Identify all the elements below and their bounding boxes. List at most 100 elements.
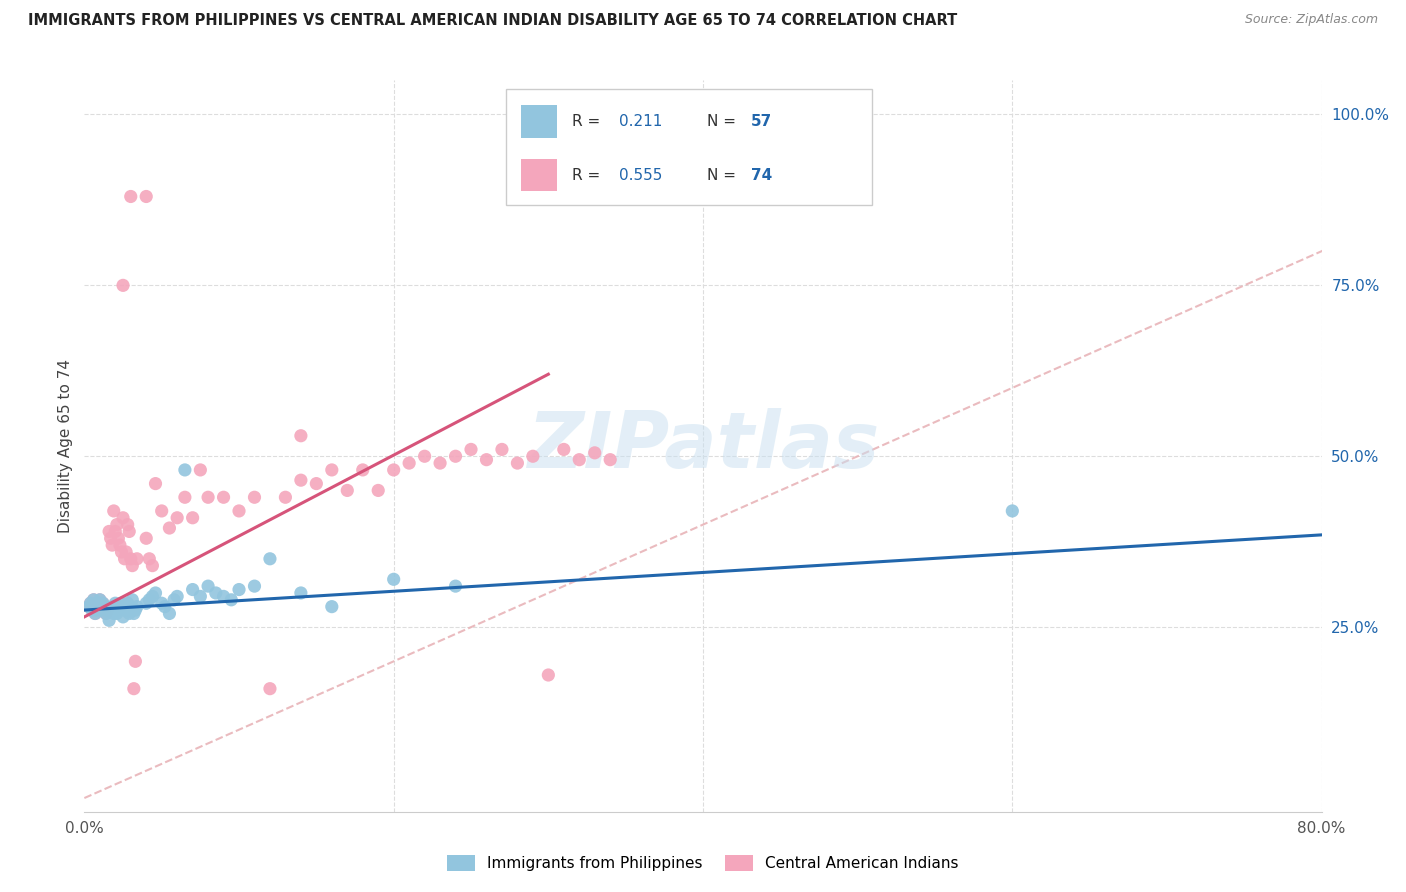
Point: [94, 607, 117, 621]
Point: [87, 599, 110, 614]
Text: 0.555: 0.555: [620, 168, 662, 183]
Point: [141, 590, 163, 604]
Point: [259, 551, 281, 566]
Point: [83, 592, 105, 607]
Point: [108, 538, 131, 552]
Point: [112, 610, 135, 624]
Point: [228, 582, 250, 597]
Point: [122, 607, 145, 621]
FancyBboxPatch shape: [506, 89, 872, 205]
Point: [429, 456, 451, 470]
Point: [110, 545, 132, 559]
Point: [112, 278, 135, 293]
Point: [553, 442, 575, 457]
Point: [121, 558, 143, 573]
Point: [94, 607, 117, 621]
Point: [150, 504, 173, 518]
Point: [114, 551, 136, 566]
Point: [93, 599, 115, 614]
Point: [583, 446, 606, 460]
Point: [398, 456, 420, 470]
Point: [84, 607, 107, 621]
Y-axis label: Disability Age 65 to 74: Disability Age 65 to 74: [58, 359, 73, 533]
Point: [112, 510, 135, 524]
Point: [181, 582, 204, 597]
Text: 74: 74: [751, 168, 772, 183]
Point: [120, 189, 142, 203]
Point: [367, 483, 389, 498]
Point: [84, 607, 107, 621]
Text: Source: ZipAtlas.com: Source: ZipAtlas.com: [1244, 13, 1378, 27]
Point: [122, 681, 145, 696]
Point: [83, 592, 105, 607]
Point: [79, 596, 101, 610]
Point: [103, 607, 125, 621]
Point: [107, 531, 129, 545]
Point: [77, 599, 100, 614]
Point: [120, 551, 142, 566]
Point: [86, 603, 108, 617]
Text: N =: N =: [707, 114, 737, 129]
Point: [174, 490, 197, 504]
Point: [124, 603, 146, 617]
Point: [221, 592, 243, 607]
Point: [124, 654, 146, 668]
Point: [163, 592, 186, 607]
Point: [413, 449, 436, 463]
Point: [150, 596, 173, 610]
Point: [93, 599, 115, 614]
Point: [118, 524, 141, 539]
Point: [188, 590, 212, 604]
Point: [460, 442, 482, 457]
Point: [117, 517, 139, 532]
Point: [125, 551, 148, 566]
Point: [336, 483, 359, 498]
Bar: [520, 105, 557, 138]
Point: [159, 607, 181, 621]
Point: [568, 452, 591, 467]
Point: [101, 538, 124, 552]
Point: [114, 603, 136, 617]
Point: [290, 473, 312, 487]
Point: [243, 490, 266, 504]
Point: [197, 579, 219, 593]
Point: [444, 449, 467, 463]
Point: [89, 596, 111, 610]
Point: [107, 603, 129, 617]
Point: [115, 599, 138, 614]
Point: [352, 463, 374, 477]
Point: [98, 524, 121, 539]
Text: R =: R =: [572, 168, 600, 183]
Point: [212, 490, 235, 504]
Point: [599, 452, 621, 467]
Point: [125, 599, 148, 614]
Text: N =: N =: [707, 168, 737, 183]
Point: [382, 463, 405, 477]
Point: [100, 603, 122, 617]
Point: [159, 521, 181, 535]
Point: [89, 596, 111, 610]
Point: [259, 681, 281, 696]
Point: [174, 463, 197, 477]
Point: [91, 596, 114, 610]
Point: [382, 572, 405, 586]
Point: [145, 586, 167, 600]
Legend: Immigrants from Philippines, Central American Indians: Immigrants from Philippines, Central Ame…: [441, 849, 965, 877]
Point: [90, 603, 112, 617]
Point: [97, 603, 120, 617]
Point: [98, 613, 121, 627]
Point: [138, 592, 160, 607]
Point: [166, 590, 188, 604]
Bar: [520, 159, 557, 191]
Point: [89, 592, 111, 607]
Point: [104, 596, 127, 610]
Point: [101, 599, 124, 614]
Point: [166, 510, 188, 524]
Point: [90, 603, 112, 617]
Point: [197, 490, 219, 504]
Point: [205, 586, 228, 600]
Point: [118, 607, 141, 621]
Point: [91, 596, 114, 610]
Point: [290, 429, 312, 443]
Point: [506, 456, 529, 470]
